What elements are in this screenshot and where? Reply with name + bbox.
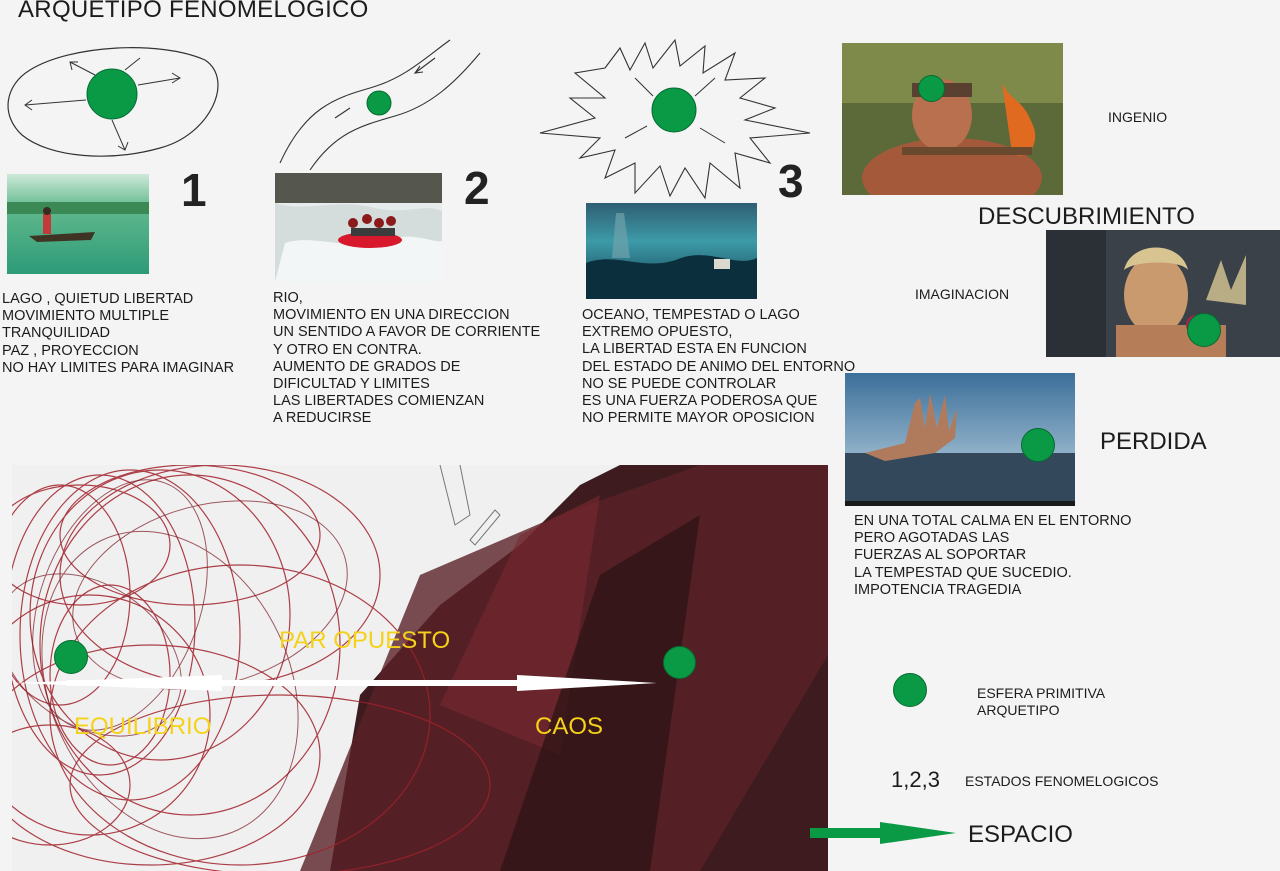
- par-opuesto-artwork: [12, 464, 828, 871]
- river-diagram: [279, 39, 481, 171]
- perdida-label: PERDIDA: [1100, 428, 1207, 455]
- sphere-marker-equilibrio: [54, 640, 88, 674]
- sphere-marker-perdida: [1021, 428, 1055, 462]
- space-arrow-icon: [810, 822, 956, 844]
- state-2-description: RIO, MOVIMIENTO EN UNA DIRECCION UN SENT…: [273, 290, 541, 427]
- equilibrio-label: EQUILIBRIO: [74, 713, 212, 740]
- page-title: ARQUETIPO FENOMELOGICO: [18, 0, 369, 23]
- perdida-description: EN UNA TOTAL CALMA EN EL ENTORNO PERO AG…: [854, 513, 1132, 598]
- legend-space-label: ESPACIO: [968, 821, 1073, 848]
- sphere-marker-imaginacion: [1187, 313, 1221, 347]
- state-number-2: 2: [464, 162, 490, 214]
- par-opuesto-arrow: [12, 675, 657, 691]
- state-number-3: 3: [778, 155, 804, 207]
- state-number-1: 1: [181, 164, 207, 216]
- caos-label: CAOS: [535, 713, 604, 740]
- lake-photo: [7, 174, 149, 274]
- storm-diagram: [539, 38, 811, 200]
- state-3-description: OCEANO, TEMPESTAD O LAGO EXTREMO OPUESTO…: [582, 307, 856, 427]
- ingenio-photo: [842, 43, 1063, 195]
- descubrimiento-label: DESCUBRIMIENTO: [978, 203, 1195, 230]
- imaginacion-photo: [1046, 230, 1280, 357]
- state-1-description: LAGO , QUIETUD LIBERTAD MOVIMIENTO MULTI…: [2, 291, 235, 376]
- legend-sphere-icon: [893, 673, 927, 707]
- par-opuesto-label: PAR OPUESTO: [279, 627, 451, 654]
- legend-states-label: ESTADOS FENOMELOGICOS: [965, 773, 1159, 789]
- lake-diagram: [7, 47, 219, 157]
- legend-sphere-label: ESFERA PRIMITIVA ARQUETIPO: [977, 685, 1106, 718]
- legend-states-symbol: 1,2,3: [891, 767, 940, 792]
- rafting-photo: [275, 173, 442, 282]
- ingenio-label: INGENIO: [1108, 109, 1168, 125]
- sphere-marker-ingenio: [918, 75, 945, 102]
- sphere-marker-caos: [663, 646, 696, 679]
- ocean-storm-photo: [586, 203, 757, 299]
- imaginacion-label: IMAGINACION: [915, 286, 1010, 302]
